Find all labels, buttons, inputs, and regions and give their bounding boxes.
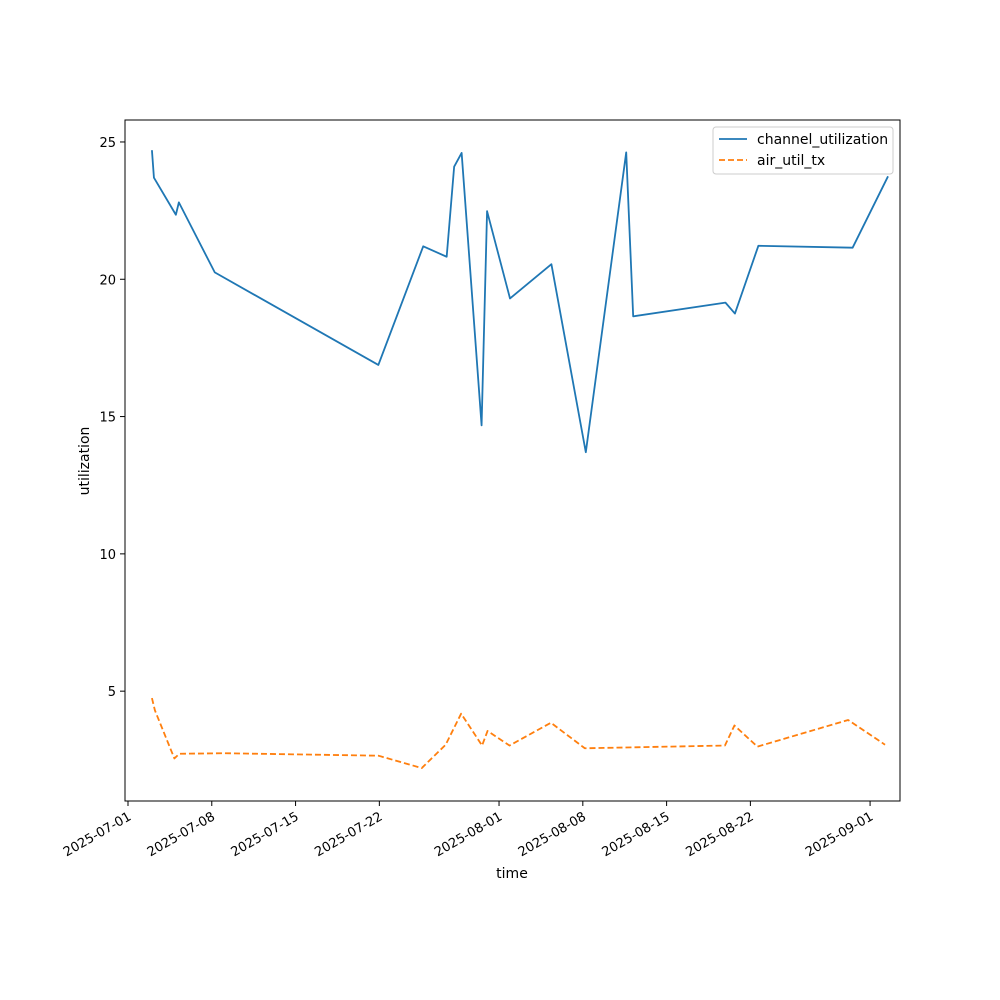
y-tick-label: 25	[99, 136, 116, 151]
x-tick-label: 2025-08-22	[683, 809, 756, 860]
x-tick-label: 2025-08-01	[432, 809, 505, 860]
x-tick-label: 2025-08-15	[600, 809, 673, 860]
series-layer	[151, 150, 889, 769]
x-tick-label: 2025-07-01	[61, 809, 134, 860]
series-line-air-util-tx	[151, 697, 886, 769]
y-axis-label: utilization	[77, 427, 93, 496]
x-tick-label: 2025-07-08	[145, 809, 218, 860]
x-axis: 2025-07-01 2025-07-08 2025-07-15 2025-07-22…	[61, 801, 876, 860]
series-line-channel-utilization	[151, 150, 889, 454]
x-axis-label: time	[496, 866, 528, 882]
y-tick-label: 20	[99, 273, 116, 288]
x-tick-label: 2025-07-22	[312, 809, 385, 860]
legend: channel_utilization air_util_tx	[712, 126, 894, 175]
x-tick-label: 2025-08-08	[516, 809, 589, 860]
y-axis: 5 10 15 20 25	[99, 136, 125, 700]
plot-frame	[124, 119, 901, 802]
legend-label-air-util-tx: air_util_tx	[757, 153, 825, 169]
y-tick-label: 5	[108, 685, 116, 700]
legend-label-channel-utilization: channel_utilization	[757, 132, 888, 148]
y-tick-label: 10	[99, 548, 116, 563]
x-tick-label: 2025-09-01	[803, 809, 876, 860]
x-tick-label: 2025-07-15	[229, 809, 302, 860]
legend-box	[712, 126, 894, 175]
y-tick-label: 15	[99, 411, 116, 426]
